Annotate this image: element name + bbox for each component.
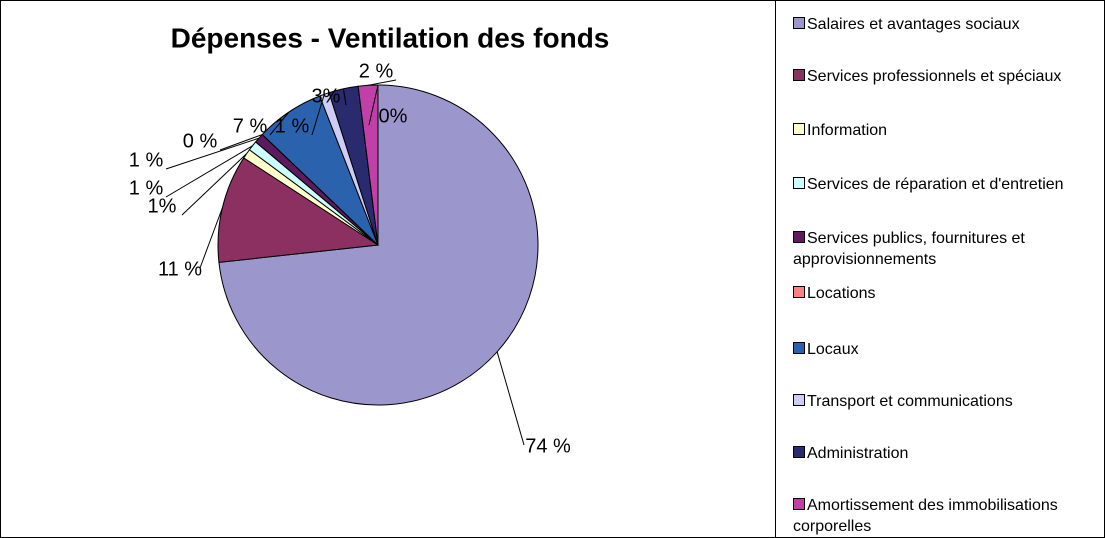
legend-swatch <box>793 17 805 29</box>
legend-entry: Information <box>793 120 1098 141</box>
legend-swatch <box>793 286 805 298</box>
legend-swatch <box>793 177 805 189</box>
legend-entry: Services de réparation et d'entretien <box>793 174 1098 195</box>
data-label: 1 % <box>275 115 310 137</box>
legend-entry: Locaux <box>793 339 1098 360</box>
legend-entry: Amortissement des immobilisations corpor… <box>793 495 1098 537</box>
legend-label: Transport et communications <box>807 393 1013 410</box>
legend-swatch <box>793 231 805 243</box>
legend-swatch <box>793 446 805 458</box>
legend-entry: Locations <box>793 283 1098 304</box>
data-label: 74 % <box>525 435 571 457</box>
legend-label: Locations <box>807 285 876 302</box>
chart-title: Dépenses - Ventilation des fonds <box>171 22 610 53</box>
leader-line <box>367 79 397 86</box>
legend-label: Administration <box>807 445 909 462</box>
leader-line <box>181 153 247 216</box>
data-label: 3% <box>312 85 341 107</box>
data-label: 11 % <box>158 258 202 280</box>
leader-line <box>165 137 260 170</box>
legend-label: Information <box>807 122 888 139</box>
legend-label: Locaux <box>807 341 859 358</box>
legend-swatch <box>793 69 805 81</box>
legend-label: Amortissement des immobilisations corpor… <box>793 497 1058 535</box>
data-label: 7 % <box>233 115 268 137</box>
leader-line <box>342 88 347 106</box>
legend-swatch <box>793 394 805 406</box>
leader-line <box>496 351 525 446</box>
legend-entry: Transport et communications <box>793 391 1098 412</box>
data-label: 2 % <box>359 60 394 82</box>
legend-label: Salaires et avantages sociaux <box>807 16 1020 33</box>
leader-line <box>368 84 379 126</box>
data-label: 1 % <box>129 149 164 171</box>
data-label: 1 % <box>129 177 164 199</box>
legend-label: Services publics, fournitures et approvi… <box>793 230 1025 268</box>
leader-line <box>311 94 325 136</box>
leader-line <box>199 207 223 269</box>
legend-label: Services professionnels et spéciaux <box>807 68 1062 85</box>
data-label: 1% <box>148 195 177 217</box>
leader-line <box>219 134 263 151</box>
data-label: 0 % <box>183 130 218 152</box>
legend-swatch <box>793 498 805 510</box>
legend-label: Services de réparation et d'entretien <box>807 176 1064 193</box>
legend-swatch <box>793 123 805 135</box>
leader-line <box>269 111 290 136</box>
leader-line <box>165 145 253 198</box>
legend-entry: Salaires et avantages sociaux <box>793 14 1098 35</box>
pie-slice <box>217 157 380 263</box>
legend-swatch <box>793 342 805 354</box>
legend-entry: Services publics, fournitures et approvi… <box>793 228 1098 270</box>
data-label: 0% <box>379 105 408 127</box>
legend-entry: Administration <box>793 443 1098 464</box>
legend-entry: Services professionnels et spéciaux <box>793 66 1098 87</box>
